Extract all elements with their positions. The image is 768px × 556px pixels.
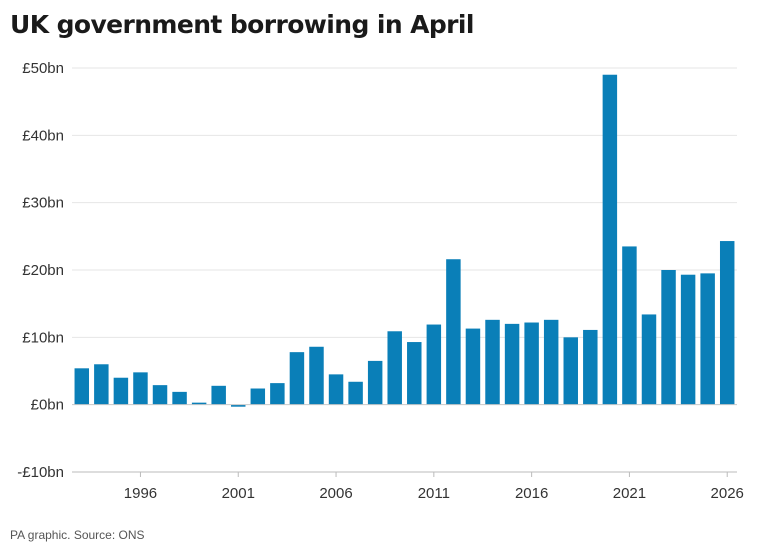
bar-2003 xyxy=(270,383,285,405)
source-note: PA graphic. Source: ONS xyxy=(10,528,145,542)
x-tick-label: 2011 xyxy=(418,485,450,502)
bar-1998 xyxy=(172,391,187,405)
x-tick-label: 2016 xyxy=(515,485,548,502)
bar-2020 xyxy=(602,74,618,405)
bars xyxy=(74,74,735,407)
bar-1997 xyxy=(152,385,168,405)
bar-1999 xyxy=(191,402,207,405)
bar-2021 xyxy=(622,246,637,405)
bar-2026 xyxy=(719,241,735,405)
y-tick-label: £50bn xyxy=(22,60,64,77)
bar-2011 xyxy=(426,324,442,405)
bar-2016 xyxy=(524,322,539,405)
bar-2006 xyxy=(328,374,344,405)
x-tick-label: 2001 xyxy=(222,485,255,502)
y-tick-label: £10bn xyxy=(22,329,64,346)
y-tick-label: £0bn xyxy=(31,397,64,414)
bar-2002 xyxy=(250,388,266,405)
y-tick-label: £40bn xyxy=(22,127,64,144)
bar-2018 xyxy=(563,337,578,405)
bar-1994 xyxy=(94,364,109,405)
bar-2025 xyxy=(700,273,715,405)
x-tick-label: 2026 xyxy=(711,485,744,502)
bar-2019 xyxy=(583,329,598,405)
bar-2004 xyxy=(289,352,305,405)
bar-2014 xyxy=(485,319,500,405)
y-tick-label: -£10bn xyxy=(17,464,64,481)
bar-2013 xyxy=(465,328,481,405)
x-tick-label: 2006 xyxy=(319,485,352,502)
chart-title: UK government borrowing in April xyxy=(10,10,474,39)
bar-2010 xyxy=(407,342,422,405)
x-tick-label: 2021 xyxy=(613,485,646,502)
bar-2024 xyxy=(680,274,696,405)
bar-2008 xyxy=(367,360,383,405)
bar-2005 xyxy=(309,346,324,405)
y-tick-label: £30bn xyxy=(22,195,64,212)
bar-1995 xyxy=(113,377,129,405)
bar-2000 xyxy=(211,385,226,405)
bar-2017 xyxy=(543,319,559,405)
bar-2007 xyxy=(348,381,363,405)
x-tick-label: 1996 xyxy=(124,485,157,502)
y-tick-label: £20bn xyxy=(22,262,64,279)
y-axis-labels: -£10bn £0bn £10bn £20bn £30bn £40bn £50bn xyxy=(17,60,64,481)
bar-2015 xyxy=(504,323,520,405)
gridlines xyxy=(72,67,737,338)
bar-2012 xyxy=(446,259,461,405)
x-axis-labels: 1996 2001 2006 2011 2016 2021 2026 xyxy=(124,485,744,502)
bar-2009 xyxy=(387,331,402,405)
bar-2022 xyxy=(641,314,657,405)
bar-2023 xyxy=(661,270,676,405)
bar-2001 xyxy=(231,404,246,407)
bar-1993 xyxy=(74,368,90,405)
x-axis xyxy=(72,404,737,477)
bar-1996 xyxy=(133,372,148,405)
